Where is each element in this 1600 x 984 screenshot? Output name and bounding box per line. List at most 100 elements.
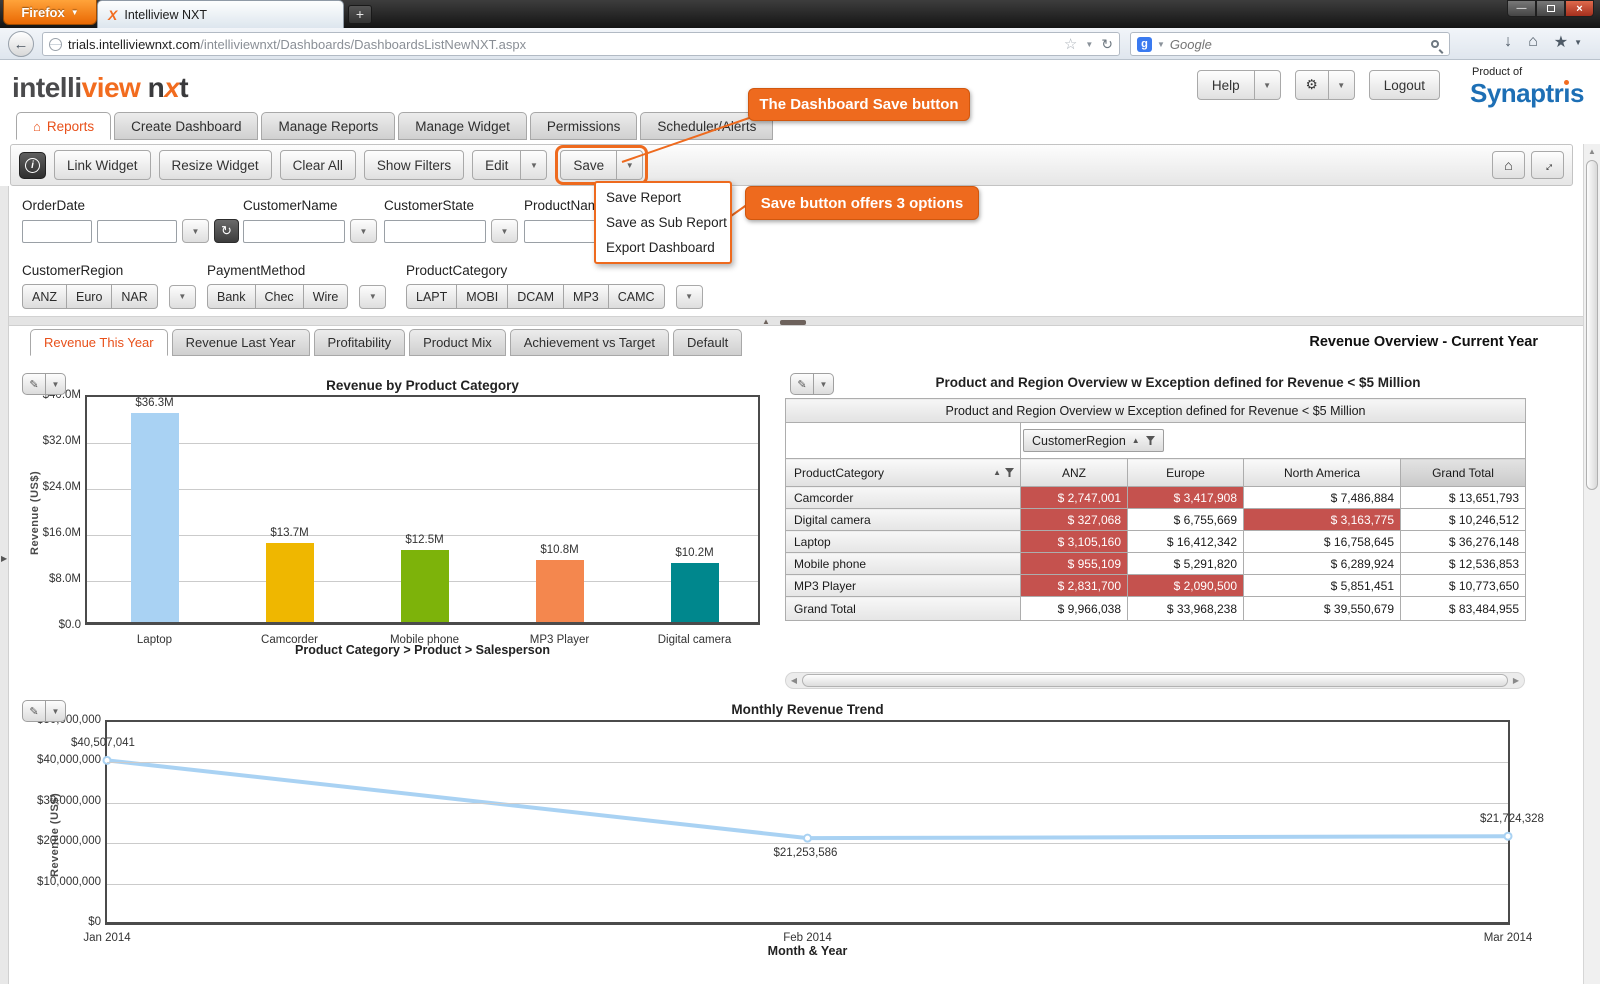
orderdate-dropdown-button[interactable]: ▼ [182, 219, 209, 243]
back-button[interactable]: ← [8, 31, 34, 57]
widget-menu-button[interactable]: ▼ [46, 700, 66, 722]
sort-ascending-icon[interactable]: ▲ [993, 468, 1001, 477]
option-lapt[interactable]: LAPT [406, 284, 458, 309]
menu-item-save-report[interactable]: Save Report [606, 190, 682, 205]
edit-widget-button[interactable]: ✎ [22, 700, 46, 722]
column-header-grand-total[interactable]: Grand Total [1400, 458, 1526, 487]
resize-widget-button[interactable]: Resize Widget [158, 150, 272, 180]
option-anz[interactable]: ANZ [22, 284, 67, 309]
close-button[interactable]: × [1565, 0, 1594, 17]
chevron-down-icon[interactable]: ▼ [1085, 39, 1094, 49]
widget-menu-button[interactable]: ▼ [814, 373, 834, 395]
save-dropdown-button[interactable]: ▼ [617, 150, 644, 180]
clear-all-button[interactable]: Clear All [279, 150, 356, 180]
logout-button[interactable]: Logout [1368, 70, 1440, 100]
google-engine-icon[interactable]: g [1137, 36, 1152, 52]
search-box[interactable]: g ▼ [1130, 32, 1450, 56]
paymentmethod-dropdown-button[interactable]: ▼ [359, 284, 387, 309]
dash-tab-product-mix[interactable]: Product Mix [409, 329, 506, 356]
browser-tab[interactable]: X Intelliview NXT [97, 0, 344, 28]
page-vertical-scrollbar[interactable]: ▲ [1583, 144, 1600, 984]
new-tab-button[interactable]: + [348, 5, 372, 24]
customerregion-dropdown-button[interactable]: ▼ [168, 284, 196, 309]
downloads-icon[interactable]: ↓ [1504, 33, 1513, 50]
bookmarks-icon[interactable]: ★ [1553, 34, 1569, 51]
scroll-up-icon[interactable]: ▲ [1588, 147, 1596, 156]
restore-button[interactable] [1536, 0, 1565, 17]
panel-splitter[interactable]: ▲ [0, 316, 1600, 326]
reload-icon[interactable]: ↻ [1101, 35, 1113, 52]
scroll-left-icon[interactable]: ◀ [790, 676, 798, 685]
orderdate-input[interactable] [97, 219, 177, 243]
collapse-up-icon[interactable]: ▲ [762, 317, 770, 326]
option-wire[interactable]: Wire [302, 284, 349, 309]
customername-dropdown-button[interactable]: ▼ [350, 219, 377, 243]
url-bar[interactable]: trials.intelliviewnxt.com/intelliviewnxt… [42, 32, 1120, 56]
filter-funnel-icon[interactable] [1005, 466, 1014, 480]
site-identity-icon[interactable] [49, 37, 62, 51]
menu-item-export-dashboard[interactable]: Export Dashboard [606, 240, 715, 255]
main-tab-permissions[interactable]: Permissions [529, 112, 638, 140]
orderdate-input[interactable] [22, 219, 92, 243]
settings-dropdown-button[interactable]: ▼ [1328, 70, 1355, 100]
save-button[interactable]: Save [560, 150, 618, 180]
edit-button[interactable]: Edit [472, 150, 522, 180]
dash-tab-default[interactable]: Default [673, 329, 743, 356]
search-icon[interactable] [1431, 40, 1439, 48]
bar-mobile-phone[interactable] [400, 550, 449, 622]
link-widget-button[interactable]: Link Widget [54, 150, 151, 180]
column-header-north-america[interactable]: North America [1243, 458, 1401, 487]
bar-camcorder[interactable] [265, 543, 314, 622]
fullscreen-button[interactable]: ↔ [1531, 151, 1564, 179]
edit-widget-button[interactable]: ✎ [22, 373, 46, 395]
customerstate-input[interactable] [384, 219, 486, 243]
dash-tab-revenue-last-year[interactable]: Revenue Last Year [171, 329, 310, 356]
column-header-europe[interactable]: Europe [1127, 458, 1244, 487]
chevron-down-icon[interactable]: ▼ [1574, 37, 1582, 47]
dash-tab-achievement-vs-target[interactable]: Achievement vs Target [509, 329, 669, 356]
info-button[interactable]: i [19, 151, 46, 179]
settings-button[interactable]: ⚙ [1294, 70, 1329, 100]
chevron-down-icon[interactable]: ▼ [1157, 39, 1165, 49]
customerstate-dropdown-button[interactable]: ▼ [491, 219, 518, 243]
dashboard-home-button[interactable]: ⌂ [1492, 151, 1525, 179]
column-header-anz[interactable]: ANZ [1020, 458, 1128, 487]
bar-mp3-player[interactable] [535, 559, 584, 622]
productcategory-dropdown-button[interactable]: ▼ [675, 284, 703, 309]
table-horizontal-scrollbar[interactable]: ◀ ▶ [785, 672, 1525, 689]
option-mobi[interactable]: MOBI [456, 284, 509, 309]
bar-digital-camera[interactable] [670, 563, 719, 622]
minimize-button[interactable]: — [1507, 0, 1536, 17]
scroll-right-icon[interactable]: ▶ [1512, 676, 1520, 685]
scrollbar-thumb[interactable] [802, 674, 1508, 687]
scrollbar-thumb[interactable] [1586, 160, 1598, 490]
edit-dropdown-button[interactable]: ▼ [521, 150, 548, 180]
firefox-menu-button[interactable]: Firefox ▼ [3, 0, 97, 25]
help-button[interactable]: Help [1196, 70, 1255, 100]
main-tab-manage-reports[interactable]: Manage Reports [261, 112, 396, 140]
dash-tab-profitability[interactable]: Profitability [313, 329, 406, 356]
main-tab-manage-widget[interactable]: Manage Widget [398, 112, 527, 140]
dash-tab-revenue-this-year[interactable]: Revenue This Year [30, 329, 168, 356]
customer-region-header-button[interactable]: CustomerRegion ▲ [1023, 429, 1164, 452]
option-nar[interactable]: NAR [111, 284, 158, 309]
show-filters-button[interactable]: Show Filters [363, 150, 465, 180]
bar-laptop[interactable] [130, 413, 179, 622]
option-chec[interactable]: Chec [254, 284, 304, 309]
splitter-handle[interactable] [780, 320, 806, 325]
filter-funnel-icon[interactable] [1145, 434, 1155, 448]
option-camc[interactable]: CAMC [607, 284, 665, 309]
option-dcam[interactable]: DCAM [507, 284, 565, 309]
main-tab-create-dashboard[interactable]: Create Dashboard [114, 112, 259, 140]
search-input[interactable] [1169, 36, 1426, 52]
option-bank[interactable]: Bank [207, 284, 256, 309]
help-dropdown-button[interactable]: ▼ [1254, 70, 1281, 100]
edit-widget-button[interactable]: ✎ [790, 373, 814, 395]
product-category-header-button[interactable]: ProductCategory ▲ [785, 458, 1021, 487]
option-euro[interactable]: Euro [66, 284, 113, 309]
menu-item-save-as-sub-report[interactable]: Save as Sub Report [606, 215, 727, 230]
home-icon[interactable]: ⌂ [1528, 33, 1538, 50]
widget-menu-button[interactable]: ▼ [46, 373, 66, 395]
expand-right-icon[interactable]: ▶ [1, 554, 8, 563]
option-mp3[interactable]: MP3 [563, 284, 609, 309]
